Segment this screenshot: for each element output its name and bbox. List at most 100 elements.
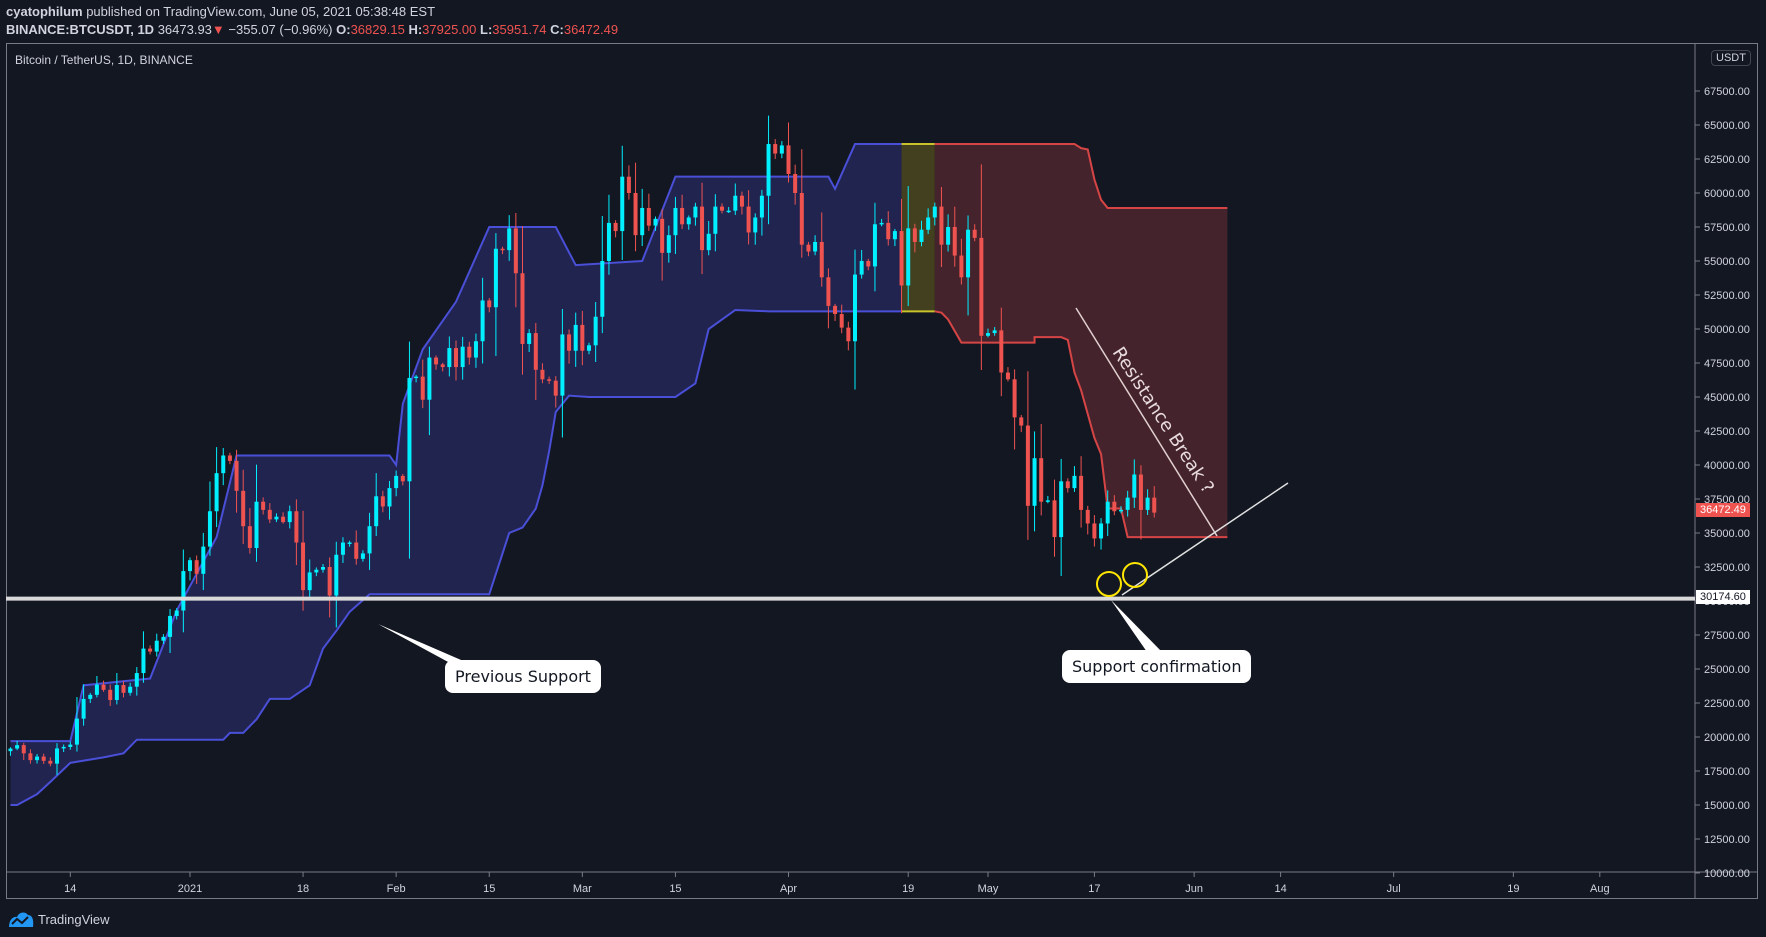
candle-down <box>739 195 744 207</box>
candle-up <box>221 455 226 474</box>
price-tick-label: 47500.00 <box>1704 358 1750 370</box>
candle-down <box>454 348 458 368</box>
candle-up <box>666 235 671 253</box>
candle-down <box>1012 379 1017 418</box>
previous-support-pointer <box>378 624 468 663</box>
time-tick-label: 2021 <box>178 883 202 895</box>
footer-brand[interactable]: TradingView <box>8 910 110 928</box>
price-tick-label: 15000.00 <box>1704 800 1750 812</box>
candle-up <box>859 261 864 275</box>
candle-down <box>41 756 46 761</box>
candle-down <box>21 745 26 754</box>
candle-up <box>986 333 990 336</box>
candle-up <box>726 210 731 213</box>
candle-down <box>467 346 472 358</box>
pane-title: Bitcoin / TetherUS, 1D, BINANCE <box>15 53 193 67</box>
publish-info: cyatophilum published on TradingView.com… <box>6 4 435 19</box>
price-tick-label: 60000.00 <box>1704 188 1750 200</box>
time-tick-label: Feb <box>387 883 406 895</box>
candle-down <box>487 300 492 308</box>
time-tick-label: 14 <box>1274 883 1286 895</box>
support-confirmation-callout[interactable]: Support confirmation <box>1062 650 1252 683</box>
candle-down <box>1079 475 1084 510</box>
symbol-info: BINANCE:BTCUSDT, 1D 36473.93▼ −355.07 (−… <box>6 22 618 37</box>
price-tick-label: 10000.00 <box>1704 868 1750 880</box>
red-channel-upper <box>934 143 1228 209</box>
candle-down <box>826 277 831 306</box>
previous-support-callout[interactable]: Previous Support <box>445 660 601 693</box>
candle-down <box>959 255 964 278</box>
candle-up <box>201 546 206 574</box>
candle-down <box>1005 372 1010 380</box>
candle-up <box>394 475 399 489</box>
candle-up <box>872 224 877 267</box>
candle-down <box>354 542 359 559</box>
candle-down <box>1152 497 1157 513</box>
candle-down <box>48 760 53 764</box>
price-tick-label: 45000.00 <box>1704 392 1750 404</box>
candle-up <box>1119 509 1123 512</box>
brand-name: TradingView <box>38 911 110 927</box>
candle-up <box>507 228 512 251</box>
close-label: C: <box>550 22 564 37</box>
candle-down <box>533 333 538 370</box>
support-price-tag: 30174.60 <box>1696 590 1750 604</box>
candle-up <box>94 684 99 695</box>
candle-up <box>340 542 345 555</box>
candle-down <box>972 229 977 238</box>
candle-down <box>786 145 791 174</box>
candle-down <box>261 501 266 510</box>
candle-up <box>813 241 818 252</box>
candle-down <box>1019 417 1024 426</box>
candle-down <box>101 684 106 690</box>
candle-up <box>992 330 997 334</box>
candle-down <box>912 228 917 242</box>
price-tick-label: 65000.00 <box>1704 120 1750 132</box>
blue-channel-lower <box>10 308 902 806</box>
time-tick-label: Apr <box>780 883 797 895</box>
candle-down <box>294 511 299 543</box>
support-confirmation-pointer <box>1111 600 1162 652</box>
candle-up <box>68 744 73 747</box>
candle-up <box>1132 474 1137 498</box>
candle-up <box>1099 523 1104 539</box>
high-value: 37925.00 <box>422 22 477 37</box>
candle-up <box>1032 458 1037 506</box>
candle-up <box>141 648 146 674</box>
tradingview-logo-icon <box>9 912 34 927</box>
candle-up <box>926 217 931 230</box>
candle-up <box>460 346 465 368</box>
last-price-tag: 36472.49 <box>1696 503 1750 517</box>
candle-up <box>480 300 485 342</box>
candle-up <box>620 176 625 232</box>
currency-badge[interactable]: USDT <box>1711 50 1751 66</box>
candle-up <box>493 248 498 308</box>
candle-down <box>148 648 153 652</box>
candle-down <box>1085 509 1090 524</box>
candle-up <box>653 218 658 226</box>
price-tick-label: 12500.00 <box>1704 834 1750 846</box>
candle-up <box>1125 497 1130 510</box>
candle-down <box>400 475 405 482</box>
candle-down <box>806 244 811 252</box>
candle-down <box>241 490 246 527</box>
candle-up <box>307 572 312 591</box>
candle-up <box>321 567 325 570</box>
candle-down <box>899 231 904 286</box>
candle-down <box>440 364 445 368</box>
low-value: 35951.74 <box>492 22 547 37</box>
candle-down <box>846 327 851 342</box>
candle-down <box>121 685 126 693</box>
candle-down <box>380 496 385 507</box>
author-name[interactable]: cyatophilum <box>6 4 83 19</box>
low-label: L: <box>480 22 493 37</box>
price-tick-label: 57500.00 <box>1704 222 1750 234</box>
candle-up <box>55 748 59 764</box>
candle-up <box>766 144 771 196</box>
time-tick-label: 17 <box>1088 883 1100 895</box>
price-tick-label: 22500.00 <box>1704 698 1750 710</box>
time-tick-label: Jun <box>1185 883 1203 895</box>
candle-down <box>434 357 439 365</box>
candle-up <box>932 206 937 218</box>
